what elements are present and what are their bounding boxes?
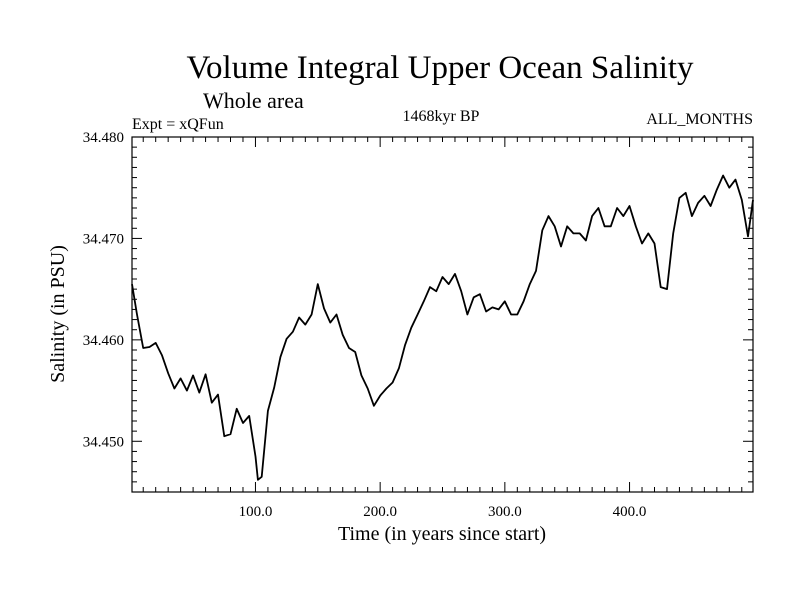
y-axis-label: Salinity (in PSU): [47, 245, 69, 383]
y-axis-ticks: 34.450 34.460 34.470 34.480: [83, 130, 753, 493]
period-label: 1468kyr BP: [403, 108, 480, 125]
chart-title: Volume Integral Upper Ocean Salinity: [186, 50, 694, 86]
x-tick-label: 200.0: [363, 504, 397, 520]
x-axis-label: Time (in years since start): [338, 523, 546, 545]
x-axis-ticks: 100.0 200.0 300.0 400.0: [142, 137, 743, 520]
y-tick-label: 34.450: [83, 434, 124, 450]
y-tick-label: 34.460: [83, 333, 124, 349]
x-tick-label: 100.0: [239, 504, 273, 520]
experiment-label: Expt = xQFun: [132, 116, 224, 133]
plot-frame: [131, 136, 754, 493]
x-tick-label: 300.0: [488, 504, 522, 520]
months-label: ALL_MONTHS: [646, 111, 753, 128]
salinity-series-line: [131, 174, 754, 481]
x-tick-label: 400.0: [613, 504, 647, 520]
y-tick-label: 34.470: [83, 231, 124, 247]
chart-subtitle: Whole area: [203, 88, 304, 113]
y-tick-label: 34.480: [83, 130, 124, 146]
